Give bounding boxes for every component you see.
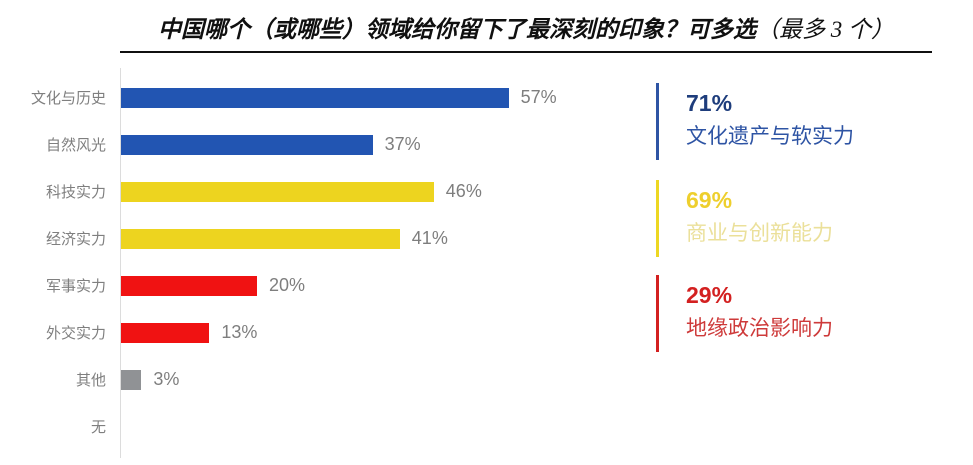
- bar-value-label: 37%: [384, 134, 421, 154]
- bar-value-label: 13%: [221, 322, 258, 342]
- bar: [121, 275, 257, 296]
- bar-value-label: 20%: [269, 275, 306, 295]
- category-label: 其他: [75, 372, 106, 389]
- chart-title-main: 中国哪个（或哪些）领域给你留下了最深刻的印象？可多选: [158, 17, 756, 42]
- category-label: 经济实力: [45, 231, 106, 248]
- bar-value-label: 41%: [411, 228, 448, 248]
- bar-area: 57%: [121, 87, 660, 108]
- annotation-label: 商业与创新能力: [686, 222, 833, 246]
- annotation-percent: 69%: [686, 187, 733, 213]
- chart-row: 军事实力 20%: [0, 262, 660, 309]
- annotation-label: 文化遗产与软实力: [686, 125, 854, 149]
- chart-row: 其他 3%: [0, 356, 660, 403]
- chart-title-suffix: （最多 3 个）: [756, 17, 894, 42]
- category-label: 外交实力: [45, 325, 106, 342]
- bar: [121, 87, 509, 108]
- bar-area: 41%: [121, 228, 660, 249]
- category-label: 军事实力: [45, 278, 106, 295]
- category-label: 无: [90, 419, 106, 436]
- bar-value-label: 46%: [445, 181, 482, 201]
- category-label: 科技实力: [45, 184, 106, 201]
- category-label: 文化与历史: [30, 90, 106, 107]
- bar-area: 37%: [121, 134, 660, 155]
- y-axis-line: [120, 68, 121, 458]
- annotation-culture-soft-power: 71% 文化遗产与软实力: [656, 83, 936, 160]
- chart-title: 中国哪个（或哪些）领域给你留下了最深刻的印象？可多选（最多 3 个）: [120, 10, 932, 53]
- bar: [121, 369, 142, 390]
- bar-area: 3%: [121, 369, 660, 390]
- category-label: 自然风光: [45, 137, 106, 154]
- bar-rows: 文化与历史 57% 自然风光 37% 科技实力 46% 经济实力 41% 军事实力 20% 外交实力…: [0, 74, 660, 450]
- annotation-percent: 71%: [686, 90, 733, 116]
- chart-row: 外交实力 13%: [0, 309, 660, 356]
- bar-area: 20%: [121, 275, 660, 296]
- bar: [121, 322, 210, 343]
- bar-value-label: 57%: [520, 87, 557, 107]
- chart-row: 经济实力 41%: [0, 215, 660, 262]
- bar: [121, 134, 373, 155]
- bar: [121, 228, 400, 249]
- chart-row: 自然风光 37%: [0, 121, 660, 168]
- chart-row: 科技实力 46%: [0, 168, 660, 215]
- bar-value-label: 3%: [153, 369, 180, 389]
- chart-row: 文化与历史 57%: [0, 74, 660, 121]
- annotation-business-innovation: 69% 商业与创新能力: [656, 180, 936, 257]
- annotation-label: 地缘政治影响力: [686, 317, 833, 341]
- bar: [121, 181, 434, 202]
- bar-area: [121, 417, 660, 437]
- annotation-percent: 29%: [686, 282, 733, 308]
- chart-row: 无: [0, 403, 660, 450]
- annotation-geopolitical-influence: 29% 地缘政治影响力: [656, 275, 936, 352]
- bar-area: 46%: [121, 181, 660, 202]
- bar-area: 13%: [121, 322, 660, 343]
